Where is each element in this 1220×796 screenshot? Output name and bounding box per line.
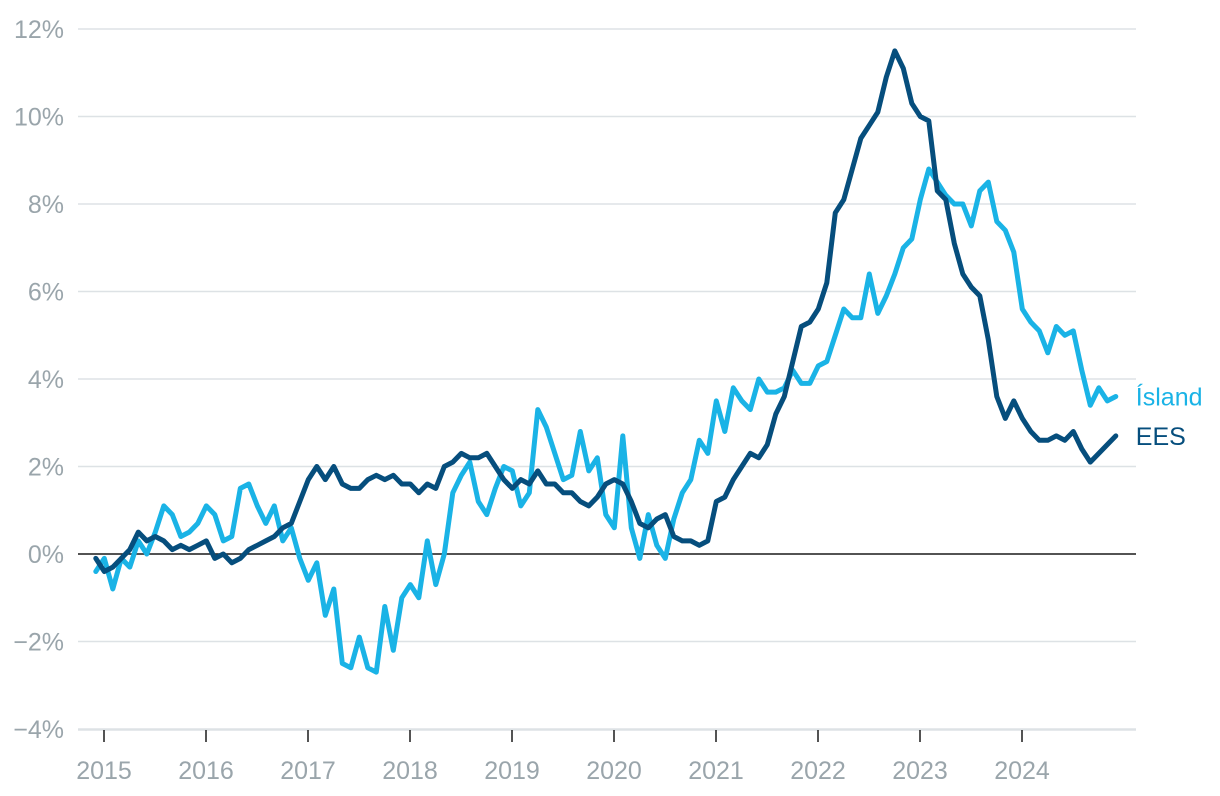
y-tick-label: 2% — [28, 454, 64, 482]
x-tick-label: 2017 — [280, 757, 336, 785]
y-tick-label: 12% — [14, 16, 64, 44]
series-label-ees: EES — [1136, 423, 1186, 451]
series-line-island — [93, 166, 1119, 675]
x-tick-label: 2022 — [790, 757, 846, 785]
series-line-ees — [93, 48, 1119, 574]
series-label-island: Ísland — [1136, 383, 1203, 412]
x-tick-label: 2016 — [178, 757, 234, 785]
grid-layer — [78, 28, 1136, 731]
x-axis-ticks: 2015 2016 2017 2018 2019 2020 2021 2022 2023 2024 — [76, 730, 1050, 785]
y-tick-label: 0% — [28, 541, 64, 569]
x-tick-label: 2015 — [76, 757, 132, 785]
y-axis-ticks: −4% −2% 0% 2% 4% 6% 8% 10% 12% — [13, 16, 64, 744]
x-tick-label: 2023 — [892, 757, 948, 785]
y-tick-label: 4% — [28, 366, 64, 394]
x-tick-label: 2019 — [484, 757, 540, 785]
y-tick-label: 10% — [14, 104, 64, 132]
series-labels: Ísland EES — [1136, 383, 1203, 451]
x-tick-label: 2024 — [994, 757, 1050, 785]
y-tick-label: −2% — [13, 629, 64, 657]
x-tick-label: 2020 — [586, 757, 642, 785]
x-tick-label: 2021 — [688, 757, 744, 785]
y-tick-label: 6% — [28, 279, 64, 307]
x-tick-label: 2018 — [382, 757, 438, 785]
y-tick-label: −4% — [13, 716, 64, 744]
y-tick-label: 8% — [28, 191, 64, 219]
series-layer — [93, 48, 1119, 675]
